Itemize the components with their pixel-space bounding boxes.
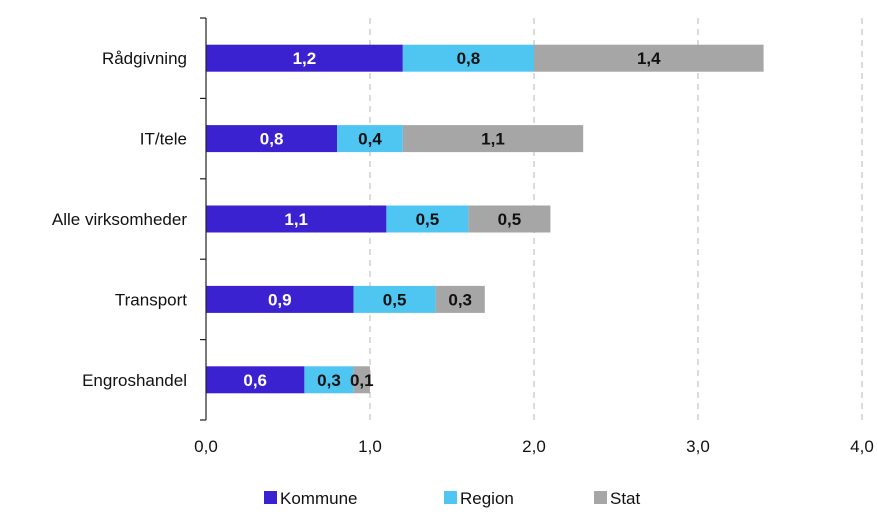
category-label: Alle virksomheder	[52, 210, 187, 229]
data-label: 0,1	[350, 371, 374, 390]
bar-region-1	[337, 125, 403, 153]
data-label: 1,4	[637, 49, 661, 68]
legend-label: Stat	[610, 489, 641, 508]
category-label: Transport	[115, 290, 187, 309]
axes: Rådgivning IT/tele Alle virksomheder Transp…	[52, 17, 874, 456]
x-tick-label: 1,0	[358, 437, 382, 456]
legend-label: Kommune	[280, 489, 357, 508]
data-label: 0,5	[498, 210, 522, 229]
bar-region-0	[402, 44, 534, 72]
legend-item-stat: Stat	[594, 489, 641, 508]
legend-item-region: Region	[444, 489, 514, 508]
bars: 1,2 0,8 1,4 0,8 0,4 1,1 1,1 0,5 0,5 0,9 0,5 0,3 0,6 0…	[206, 44, 764, 394]
data-label: 0,5	[383, 290, 407, 309]
legend-swatch	[264, 491, 277, 504]
data-label: 0,3	[448, 290, 472, 309]
bar-stat-0	[534, 44, 764, 72]
data-label: 1,1	[284, 210, 308, 229]
bar-stat-3	[435, 285, 485, 313]
data-label: 0,4	[358, 130, 382, 149]
category-label: Rådgivning	[102, 49, 187, 68]
legend-swatch	[594, 491, 607, 504]
bar-stat-2	[468, 205, 551, 233]
data-label: 0,8	[457, 49, 481, 68]
bar-region-2	[386, 205, 469, 233]
data-label: 0,9	[268, 290, 292, 309]
data-label: 0,8	[260, 130, 284, 149]
bar-stat-1	[402, 125, 584, 153]
bar-kommune-3	[206, 285, 354, 313]
legend-label: Region	[460, 489, 514, 508]
bar-kommune-4	[206, 366, 305, 394]
category-label: IT/tele	[140, 130, 187, 149]
bar-region-4	[304, 366, 354, 394]
data-label: 0,6	[243, 371, 267, 390]
x-tick-label: 2,0	[522, 437, 546, 456]
legend: Kommune Region Stat	[264, 489, 641, 508]
data-label: 1,1	[481, 130, 505, 149]
bar-region-3	[353, 285, 436, 313]
legend-item-kommune: Kommune	[264, 489, 357, 508]
bar-kommune-0	[206, 44, 403, 72]
bar-stat-4	[353, 366, 370, 394]
data-label: 0,5	[416, 210, 440, 229]
bar-kommune-2	[206, 205, 387, 233]
x-tick-label: 4,0	[850, 437, 874, 456]
data-label: 1,2	[293, 49, 317, 68]
bar-kommune-1	[206, 125, 338, 153]
x-tick-label: 3,0	[686, 437, 710, 456]
legend-swatch	[444, 491, 457, 504]
x-tick-label: 0,0	[194, 437, 218, 456]
data-label: 0,3	[317, 371, 341, 390]
category-label: Engroshandel	[82, 371, 187, 390]
